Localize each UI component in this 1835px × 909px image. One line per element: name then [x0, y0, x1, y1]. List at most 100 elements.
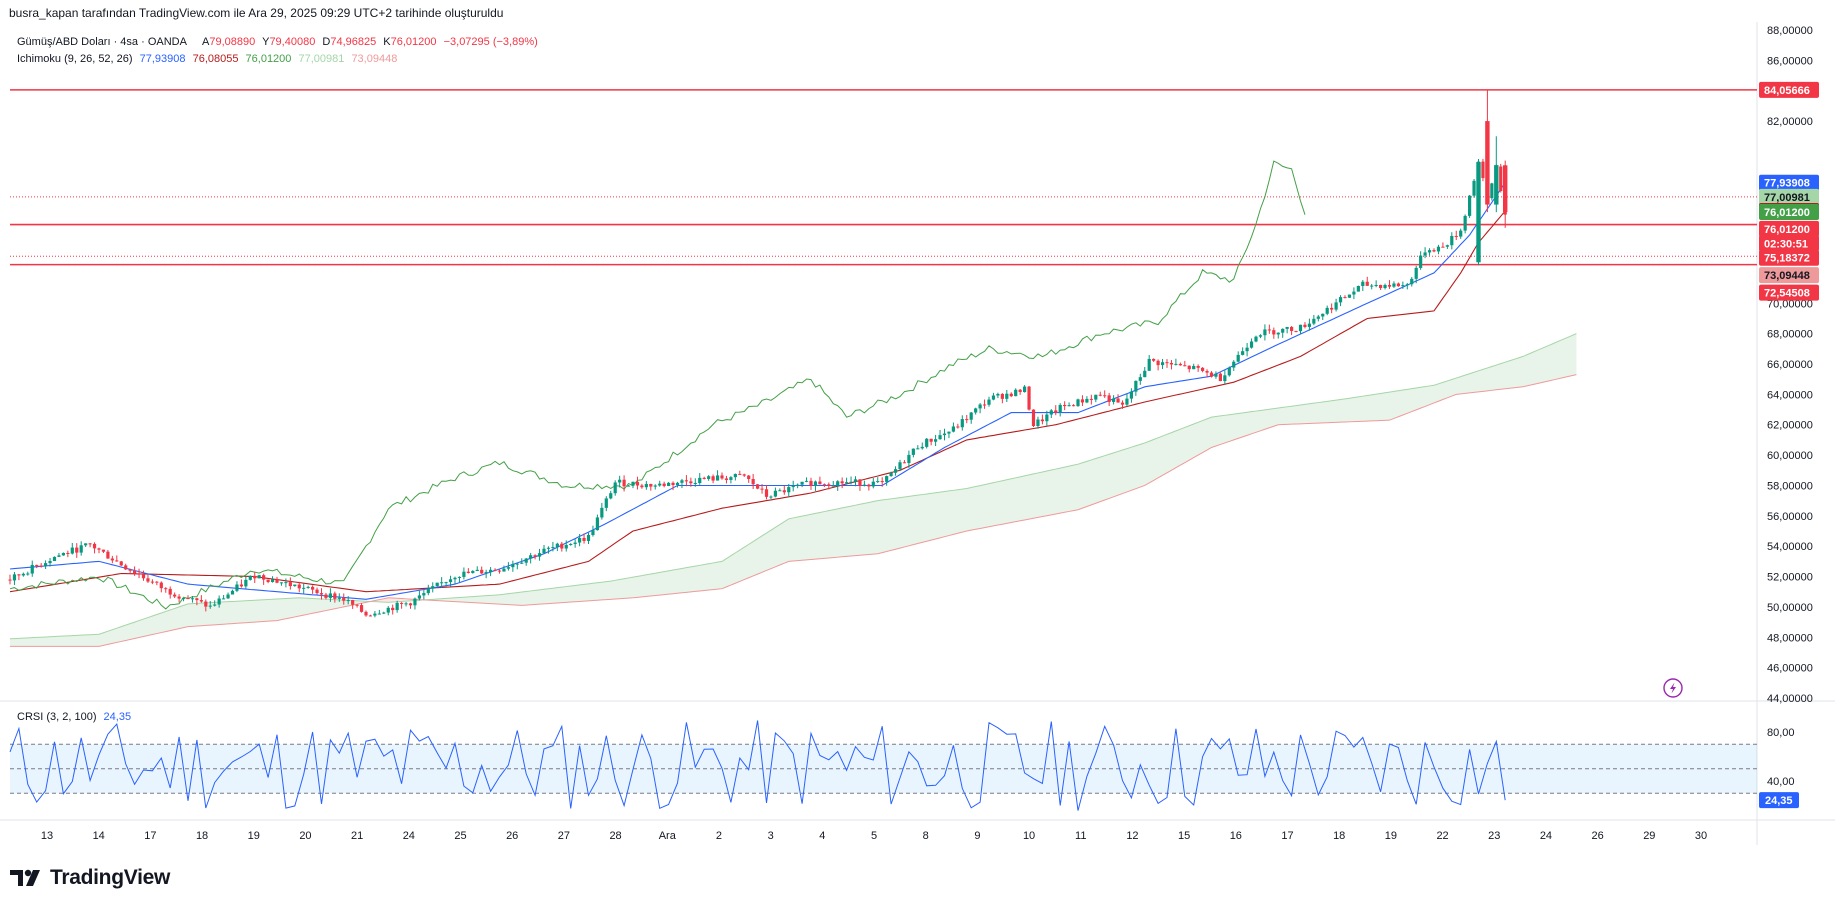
candle-body: [1254, 336, 1258, 342]
candle-body: [1031, 409, 1036, 427]
candle-body: [97, 548, 101, 550]
candle-body: [1178, 363, 1182, 366]
candle-body: [1143, 370, 1147, 378]
candle-body: [644, 483, 648, 488]
candle-body: [173, 594, 177, 597]
candle-body: [573, 542, 577, 544]
candle-body: [836, 481, 840, 486]
time-axis[interactable]: 13 14 17 18 19 20 21 24 25 26 27 28 Ara 2 3 4 5 8 9 10 11 12 1…: [41, 830, 1707, 842]
candle-body: [1405, 284, 1409, 286]
candle-body: [168, 588, 172, 595]
candle-body: [1129, 391, 1133, 399]
candle-body: [141, 574, 146, 579]
candle-body: [422, 593, 426, 596]
candle-body: [101, 549, 106, 552]
candles[interactable]: [8, 89, 1508, 618]
candle-body: [293, 584, 297, 587]
symbol-legend[interactable]: Gümüş/ABD Doları · 4sa · OANDA: [17, 36, 188, 48]
candle-body: [907, 454, 911, 464]
candle-body: [791, 485, 795, 488]
candle-body: [1441, 246, 1445, 248]
candle-body: [702, 477, 706, 479]
time-tick-label: 18: [1333, 830, 1345, 842]
ichimoku-legend[interactable]: Ichimoku (9, 26, 52, 26) 77,93908 76,080…: [17, 53, 397, 65]
candle-body: [1201, 367, 1205, 371]
candle-body: [146, 578, 150, 582]
price-tick-label: 56,00000: [1767, 511, 1813, 523]
candle-body: [1365, 281, 1369, 286]
price-tick-label: 60,00000: [1767, 450, 1813, 462]
candle-body: [1334, 302, 1338, 310]
candle-body: [635, 481, 640, 486]
time-tick-label: 12: [1126, 830, 1138, 842]
crsi-legend[interactable]: CRSI (3, 2, 100) 24,35: [17, 711, 131, 723]
candle-body: [751, 478, 755, 485]
candle-body: [1267, 329, 1271, 331]
candle-body: [640, 485, 644, 488]
candle-body: [1071, 405, 1076, 407]
candle-body: [951, 426, 955, 432]
candle-body: [938, 435, 942, 440]
time-tick-label: 24: [1540, 830, 1552, 842]
candle-body: [1272, 330, 1276, 335]
price-tick-label: 54,00000: [1767, 541, 1813, 553]
candle-body: [75, 547, 79, 553]
candle-body: [253, 575, 257, 579]
candle-body: [311, 586, 315, 590]
candle-body: [408, 603, 413, 606]
candle-body: [667, 482, 671, 486]
candle-body: [1370, 285, 1374, 287]
candle-body: [787, 487, 791, 493]
candle-body: [978, 404, 982, 409]
candle-body: [1214, 373, 1218, 377]
candle-body: [413, 598, 417, 606]
candle-body: [604, 498, 608, 508]
candle-body: [991, 395, 996, 400]
candle-body: [626, 485, 631, 487]
candle-body: [1281, 328, 1285, 333]
candle-body: [853, 479, 858, 482]
candle-body: [1138, 377, 1142, 381]
candle-body: [840, 481, 844, 484]
tradingview-logo-icon: [10, 869, 40, 886]
candle-body: [1383, 284, 1387, 289]
candle-body: [1241, 351, 1245, 355]
candle-body: [133, 570, 137, 574]
candle-body: [391, 607, 395, 611]
candle-body: [1410, 278, 1414, 285]
candle-body: [916, 448, 920, 450]
candle-body: [711, 476, 715, 481]
candle-body: [1156, 360, 1160, 366]
candle-body: [44, 563, 48, 566]
candle-body: [831, 485, 835, 487]
time-tick-label: 11: [1075, 830, 1086, 842]
candle-body: [1152, 358, 1156, 361]
candle-body: [448, 579, 453, 583]
candle-body: [493, 569, 497, 571]
candle-body: [876, 481, 880, 483]
crsi-value-tag: [1759, 792, 1799, 809]
candle-body: [849, 481, 853, 483]
candle-body: [248, 575, 252, 580]
candle-body: [84, 543, 88, 546]
ohlc-legend: A79,08890 Y79,40080 D74,96825 K76,01200 …: [202, 36, 538, 48]
candle-body: [756, 484, 760, 489]
candle-body: [724, 478, 729, 480]
candle-body: [48, 561, 52, 564]
price-tag-label: 76,01200: [1764, 207, 1810, 219]
candle-body: [1187, 365, 1191, 370]
time-tick-label: 22: [1436, 830, 1448, 842]
crsi-line: [9, 720, 1506, 811]
candle-body: [1063, 404, 1067, 407]
price-axis[interactable]: 88,00000 86,00000 82,00000 70,00000 68,00000…: [1767, 25, 1813, 705]
price-tag-box: [1759, 249, 1819, 266]
lightning-icon[interactable]: [1663, 678, 1683, 698]
candle-body: [235, 584, 239, 591]
candle-body: [475, 569, 479, 572]
candle-body: [658, 483, 662, 486]
time-tick-label: 3: [768, 830, 774, 842]
candle-body: [355, 604, 359, 606]
price-tag-label: 02:30:51: [1764, 238, 1808, 250]
candle-body: [1018, 389, 1022, 393]
